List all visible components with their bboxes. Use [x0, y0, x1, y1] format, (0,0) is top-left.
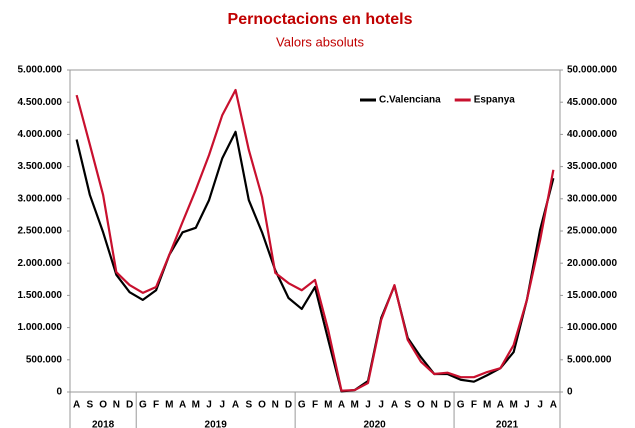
x-tick-label: F: [312, 400, 318, 411]
x-tick-label: G: [457, 400, 465, 411]
y-tick-label: 3.500.000: [18, 161, 63, 172]
x-tick-label: J: [220, 400, 226, 411]
x-tick-label: D: [285, 400, 292, 411]
x-tick-label: O: [99, 400, 107, 411]
x-tick-label: J: [537, 400, 543, 411]
y-tick-label: 15.000.000: [567, 290, 617, 301]
y-tick-label: 1.000.000: [18, 322, 63, 333]
x-tick-label: N: [431, 400, 438, 411]
x-tick-label: M: [324, 400, 332, 411]
group-label: 2021: [496, 420, 519, 428]
y-tick-label: 0: [567, 387, 573, 398]
x-tick-label: M: [509, 400, 517, 411]
plot-frame: [69, 69, 561, 393]
y-tick-label: 4.500.000: [18, 97, 63, 108]
y-tick-label: 0: [56, 387, 62, 398]
x-tick-label: A: [391, 400, 398, 411]
group-label: 2020: [363, 420, 386, 428]
y-tick-label: 45.000.000: [567, 97, 617, 108]
y-tick-label: 5.000.000: [567, 354, 612, 365]
group-label: 2019: [205, 420, 228, 428]
x-tick-label: O: [417, 400, 425, 411]
x-tick-label: A: [497, 400, 504, 411]
x-tick-label: D: [126, 400, 133, 411]
x-tick-label: M: [192, 400, 200, 411]
x-tick-label: S: [245, 400, 252, 411]
x-tick-label: F: [153, 400, 159, 411]
x-tick-label: J: [378, 400, 384, 411]
x-tick-label: S: [404, 400, 411, 411]
y-tick-label: 2.000.000: [18, 258, 63, 269]
x-tick-label: J: [206, 400, 212, 411]
y-tick-label: 10.000.000: [567, 322, 617, 333]
x-tick-label: J: [524, 400, 530, 411]
x-tick-label: S: [87, 400, 94, 411]
y-tick-label: 4.000.000: [18, 129, 63, 140]
group-label: 2018: [92, 420, 115, 428]
x-tick-label: M: [351, 400, 359, 411]
x-tick-label: A: [73, 400, 80, 411]
x-tick-label: M: [165, 400, 173, 411]
x-tick-label: J: [365, 400, 371, 411]
y-tick-label: 35.000.000: [567, 161, 617, 172]
x-tick-label: F: [471, 400, 477, 411]
legend-label: C.Valenciana: [379, 95, 441, 106]
x-tick-label: D: [444, 400, 451, 411]
y-tick-label: 25.000.000: [567, 226, 617, 237]
y-tick-label: 30.000.000: [567, 193, 617, 204]
x-tick-label: A: [232, 400, 239, 411]
chart-title: Pernoctacions en hotels: [228, 11, 413, 28]
series-line: [75, 130, 555, 393]
x-tick-label: A: [338, 400, 345, 411]
y-tick-label: 1.500.000: [18, 290, 63, 301]
x-tick-label: A: [179, 400, 186, 411]
y-tick-label: 5.000.000: [18, 65, 63, 76]
y-tick-label: 500.000: [26, 354, 63, 365]
chart-subtitle: Valors absoluts: [276, 34, 364, 49]
y-tick-label: 50.000.000: [567, 65, 617, 76]
y-tick-label: 3.000.000: [18, 193, 63, 204]
series-line: [75, 88, 555, 392]
x-tick-label: O: [258, 400, 266, 411]
x-tick-label: G: [139, 400, 147, 411]
y-tick-label: 20.000.000: [567, 258, 617, 269]
x-tick-label: N: [272, 400, 279, 411]
x-tick-label: A: [550, 400, 557, 411]
y-tick-label: 2.500.000: [18, 226, 63, 237]
legend-label: Espanya: [474, 95, 516, 106]
x-tick-label: M: [483, 400, 491, 411]
y-tick-label: 40.000.000: [567, 129, 617, 140]
x-tick-label: G: [298, 400, 306, 411]
x-tick-label: N: [113, 400, 120, 411]
